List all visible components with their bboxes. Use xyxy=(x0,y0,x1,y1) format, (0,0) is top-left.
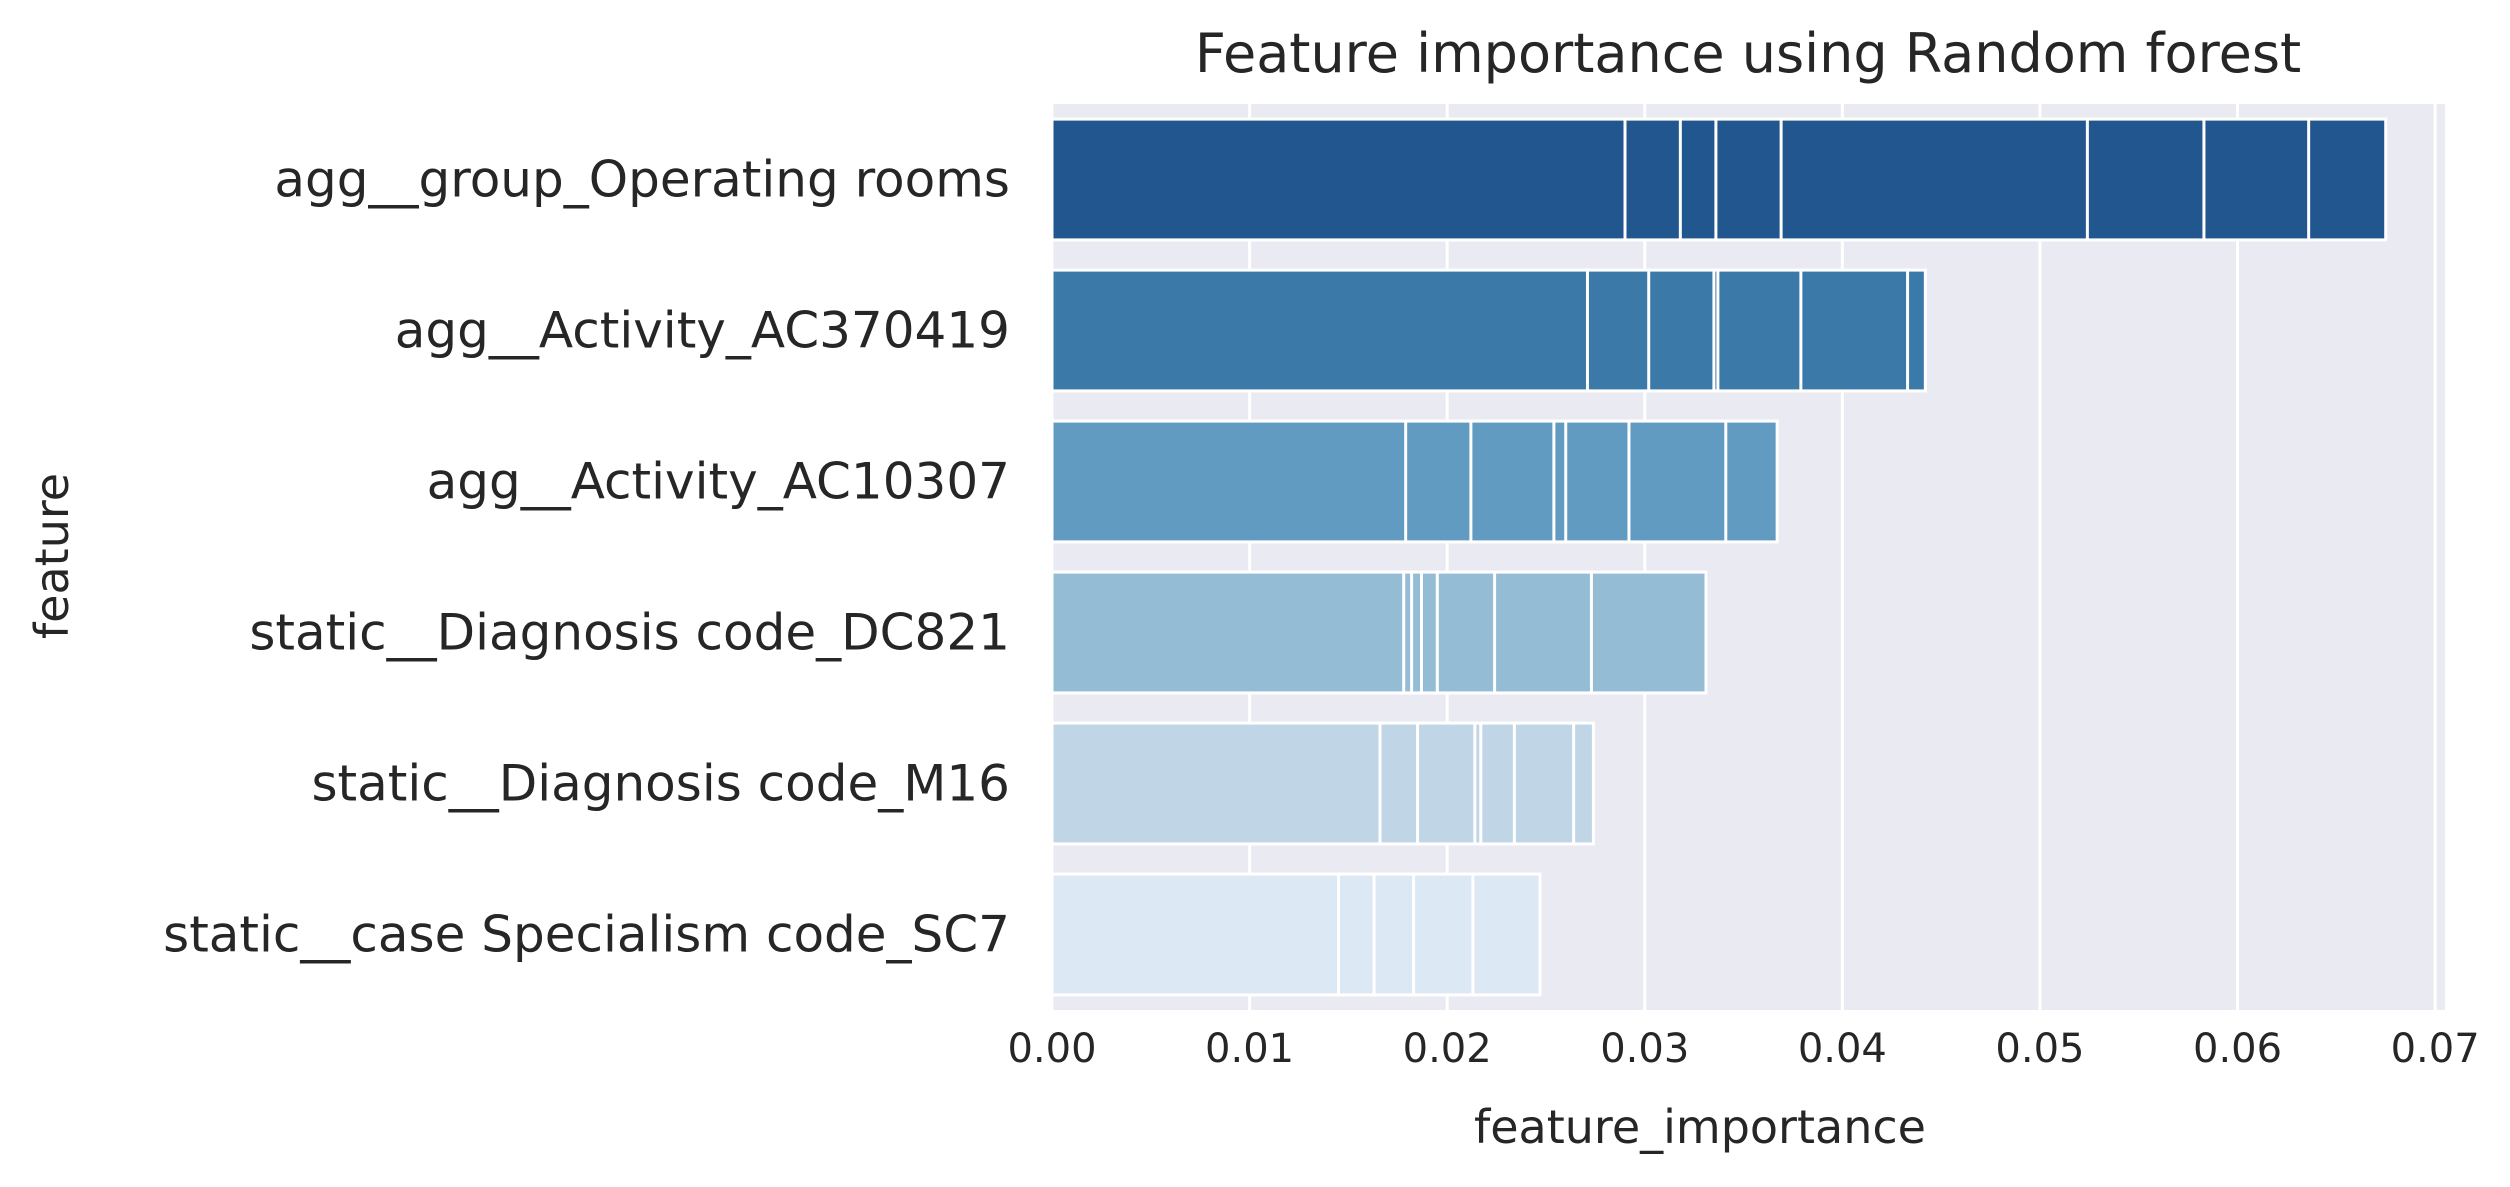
x-tick-label: 0.01 xyxy=(1205,1026,1294,1072)
plot-background xyxy=(1052,104,2445,1010)
y-category-label: static__case Specialism code_SC7 xyxy=(163,906,1010,964)
bar-segment xyxy=(1050,268,1589,393)
x-tick-label: 0.03 xyxy=(1600,1026,1689,1072)
x-axis-label: feature_importance xyxy=(1474,1100,1926,1154)
x-tick-label: 0.07 xyxy=(2391,1026,2480,1072)
bar-group xyxy=(1050,117,2388,242)
bar-group xyxy=(1050,872,1542,997)
bar-group xyxy=(1050,268,1927,393)
bar-segment xyxy=(1050,419,1408,544)
y-category-label: agg__group_Operating rooms xyxy=(274,151,1010,209)
bar-segment xyxy=(1050,570,1406,695)
chart-title: Feature importance using Random forest xyxy=(1195,22,2301,85)
bar-group xyxy=(1050,419,1779,544)
bar-group xyxy=(1050,570,1708,695)
bar-group xyxy=(1050,721,1595,846)
x-tick-label: 0.02 xyxy=(1403,1026,1492,1072)
bar-segment xyxy=(1050,117,1627,242)
y-category-label: agg__Activity_AC10307 xyxy=(427,453,1010,511)
x-tick-label: 0.00 xyxy=(1007,1026,1096,1072)
x-tick-label: 0.04 xyxy=(1798,1026,1887,1072)
x-tick-labels: 0.00 0.01 0.02 0.03 0.04 0.05 0.06 0.07 xyxy=(1007,1026,2479,1072)
bar-segment xyxy=(1050,872,1341,997)
x-tick-label: 0.05 xyxy=(1995,1026,2084,1072)
y-category-labels: agg__group_Operating rooms agg__Activity_… xyxy=(163,151,1010,964)
x-tick-label: 0.06 xyxy=(2193,1026,2282,1072)
bar-segment xyxy=(1050,721,1382,846)
y-category-label: agg__Activity_AC370419 xyxy=(395,302,1010,360)
x-gridlines xyxy=(1050,104,2437,1010)
bars xyxy=(1050,117,2388,997)
y-category-label: static__Diagnosis code_M16 xyxy=(311,755,1010,813)
y-axis-label: feature xyxy=(25,473,79,639)
y-category-label: static__Diagnosis code_DC821 xyxy=(249,604,1010,662)
